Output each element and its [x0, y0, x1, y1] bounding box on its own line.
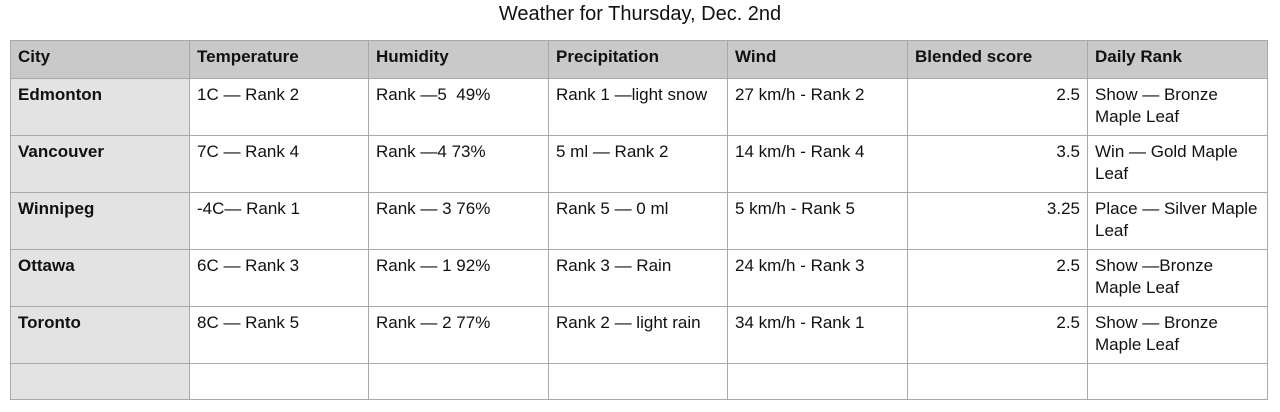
city-cell: Toronto: [10, 306, 190, 364]
table-cell: Show —Bronze Maple Leaf: [1087, 249, 1268, 307]
table-cell: 7C — Rank 4: [189, 135, 369, 193]
table-cell: Rank 3 — Rain: [548, 249, 728, 307]
table-row: Vancouver 7C — Rank 4 Rank —4 73% 5 ml — Ra…: [10, 135, 1268, 193]
table-cell: 3.25: [907, 192, 1088, 250]
table-cell: 2.5: [907, 78, 1088, 136]
table-cell: Place — Silver Maple Leaf: [1087, 192, 1268, 250]
title: Weather for Thursday, Dec. 2nd: [498, 3, 782, 25]
empty-cell: [907, 363, 1088, 400]
table-row: Winnipeg -4C— Rank 1 Rank — 3 76% Rank 5 — …: [10, 192, 1268, 250]
city-cell: Vancouver: [10, 135, 190, 193]
table-cell: 2.5: [907, 306, 1088, 364]
empty-cell: [1087, 363, 1268, 400]
table-cell: 6C — Rank 3: [189, 249, 369, 307]
column-header: Precipitation: [548, 40, 728, 79]
table-cell: Rank — 2 77%: [368, 306, 549, 364]
table-cell: 34 km/h - Rank 1: [727, 306, 908, 364]
column-header: Blended score: [907, 40, 1088, 79]
table-cell: 8C — Rank 5: [189, 306, 369, 364]
city-cell: Edmonton: [10, 78, 190, 136]
header-row: City Temperature Humidity Precipitation Wind…: [10, 40, 1268, 79]
table-row: Ottawa 6C — Rank 3 Rank — 1 92% Rank 3 — Ra…: [10, 249, 1268, 307]
table-cell: Rank —5 49%: [368, 78, 549, 136]
table-cell: 14 km/h - Rank 4: [727, 135, 908, 193]
empty-cell: [10, 363, 190, 400]
empty-cell: [189, 363, 369, 400]
table-cell: Rank — 3 76%: [368, 192, 549, 250]
table-cell: Win — Gold Maple Leaf: [1087, 135, 1268, 193]
empty-row: [10, 363, 1268, 400]
empty-cell: [727, 363, 908, 400]
empty-cell: [548, 363, 728, 400]
weather-table: City Temperature Humidity Precipitation Wind…: [10, 40, 1268, 400]
table-cell: 5 ml — Rank 2: [548, 135, 728, 193]
column-header: City: [10, 40, 190, 79]
table-cell: Rank 5 — 0 ml: [548, 192, 728, 250]
column-header: Temperature: [189, 40, 369, 79]
table-cell: 24 km/h - Rank 3: [727, 249, 908, 307]
table-cell: -4C— Rank 1: [189, 192, 369, 250]
table-cell: 5 km/h - Rank 5: [727, 192, 908, 250]
table-cell: Rank — 1 92%: [368, 249, 549, 307]
city-cell: Ottawa: [10, 249, 190, 307]
column-header: Humidity: [368, 40, 549, 79]
table-cell: Show — Bronze Maple Leaf: [1087, 78, 1268, 136]
table-cell: 1C — Rank 2: [189, 78, 369, 136]
table-cell: Rank 1 —light snow: [548, 78, 728, 136]
table-row: Edmonton 1C — Rank 2 Rank —5 49% Rank 1 —li…: [10, 78, 1268, 136]
table-cell: 2.5: [907, 249, 1088, 307]
table-body: Edmonton 1C — Rank 2 Rank —5 49% Rank 1 —li…: [10, 78, 1268, 400]
table-cell: 27 km/h - Rank 2: [727, 78, 908, 136]
column-header: Wind: [727, 40, 908, 79]
table-cell: 3.5: [907, 135, 1088, 193]
table-cell: Rank 2 — light rain: [548, 306, 728, 364]
city-cell: Winnipeg: [10, 192, 190, 250]
table-cell: Rank —4 73%: [368, 135, 549, 193]
column-header: Daily Rank: [1087, 40, 1268, 79]
empty-cell: [368, 363, 549, 400]
table-row: Toronto 8C — Rank 5 Rank — 2 77% Rank 2 — l…: [10, 306, 1268, 364]
table-cell: Show — Bronze Maple Leaf: [1087, 306, 1268, 364]
